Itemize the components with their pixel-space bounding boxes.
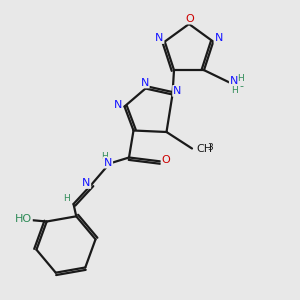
Text: N: N [140, 77, 149, 88]
Text: N: N [230, 76, 238, 86]
Text: N: N [173, 86, 182, 96]
Text: 3: 3 [208, 142, 213, 152]
Text: -: - [239, 81, 244, 92]
Text: N: N [114, 100, 122, 110]
Text: CH: CH [196, 143, 213, 154]
Text: O: O [185, 14, 194, 24]
Text: H: H [63, 194, 69, 203]
Text: HO: HO [15, 214, 32, 224]
Text: H: H [101, 152, 107, 161]
Text: H: H [231, 86, 237, 95]
Text: N: N [155, 33, 164, 43]
Text: N: N [104, 158, 112, 168]
Text: H: H [237, 74, 243, 83]
Text: N: N [82, 178, 90, 188]
Text: O: O [161, 155, 170, 165]
Text: N: N [214, 33, 223, 43]
